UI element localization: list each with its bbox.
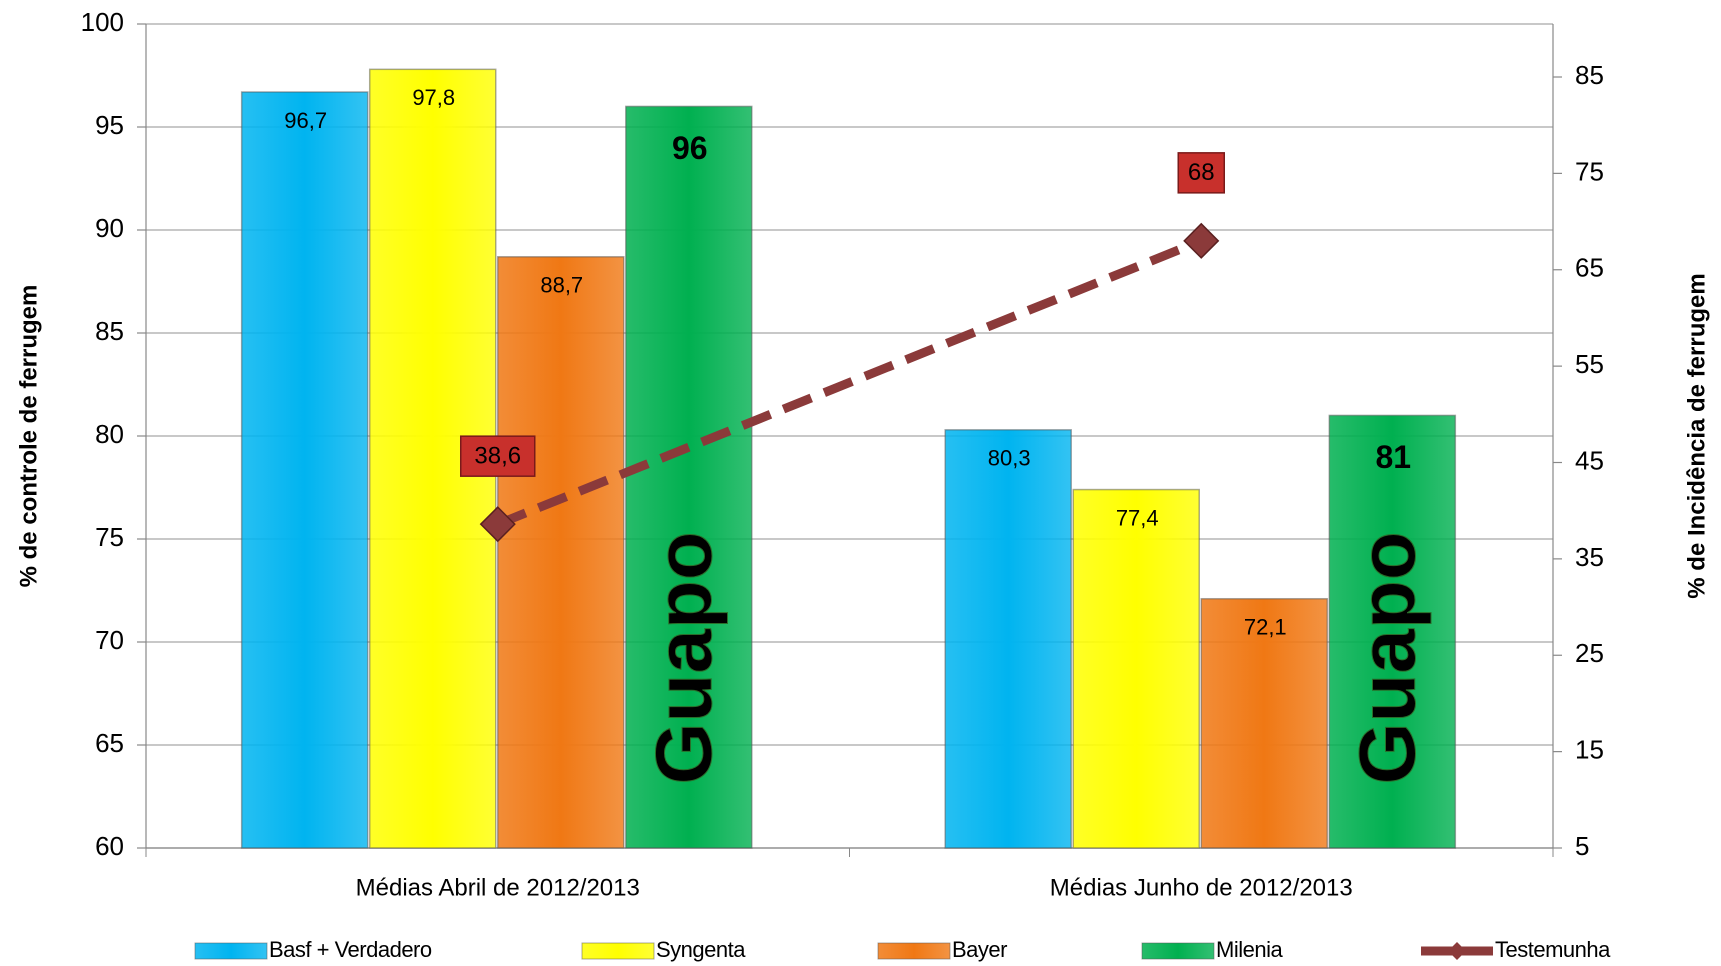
y-tick-label: 95 [95, 110, 124, 140]
annotation: Guapo [639, 531, 728, 784]
bar [1072, 488, 1201, 849]
y2-tick-label: 5 [1575, 831, 1589, 861]
data-label: 80,3 [988, 446, 1031, 471]
y2-tick-label: 35 [1575, 542, 1604, 572]
data-label: 81 [1376, 439, 1412, 475]
y2-axis-title: % de Incidência de ferrugem [1683, 273, 1710, 598]
legend-swatch [877, 942, 951, 960]
legend-label: Milenia [1216, 937, 1283, 962]
data-label: 38,6 [474, 443, 521, 470]
x-tick-label: Médias Abril de 2012/2013 [356, 874, 640, 901]
y-tick-label: 60 [95, 831, 124, 861]
y2-tick-label: 75 [1575, 156, 1604, 186]
y-tick-label: 80 [95, 419, 124, 449]
legend-swatch [581, 942, 655, 960]
legend-swatch [1141, 942, 1215, 960]
bar [497, 256, 625, 849]
data-label: 88,7 [540, 273, 583, 298]
y2-tick-label: 15 [1575, 735, 1604, 765]
label-box [1177, 152, 1225, 194]
data-label: 97,8 [412, 85, 455, 110]
legend-swatch [194, 942, 268, 960]
data-label: 68 [1188, 159, 1215, 186]
legend-marker [1448, 942, 1466, 960]
bar [1200, 597, 1329, 849]
y-tick-label: 70 [95, 625, 124, 655]
y2-tick-label: 25 [1575, 638, 1604, 668]
legend-label: Bayer [952, 937, 1007, 962]
y2-tick-label: 85 [1575, 60, 1604, 90]
y-tick-label: 65 [95, 728, 124, 758]
legend-label: Basf + Verdadero [269, 937, 432, 962]
y-tick-label: 75 [95, 522, 124, 552]
y-tick-label: 85 [95, 316, 124, 346]
line-marker [479, 506, 516, 543]
bar [1328, 414, 1457, 849]
legend-label: Testemunha [1495, 937, 1611, 962]
line [496, 236, 1203, 529]
data-label: 96,7 [284, 108, 327, 133]
data-label: 96 [672, 130, 708, 166]
y-tick-label: 90 [95, 213, 124, 243]
line-marker [1183, 222, 1220, 259]
x-tick-label: Médias Junho de 2012/2013 [1050, 874, 1353, 901]
data-label: 77,4 [1116, 505, 1159, 530]
y2-tick-label: 45 [1575, 445, 1604, 475]
data-label: 72,1 [1244, 615, 1287, 640]
annotation: Guapo [1342, 531, 1431, 784]
y2-tick-label: 65 [1575, 253, 1604, 283]
y-tick-label: 100 [81, 7, 124, 37]
label-box [460, 435, 536, 477]
y2-tick-label: 55 [1575, 349, 1604, 379]
bar [240, 91, 369, 849]
bar [944, 429, 1072, 849]
legend-label: Syngenta [656, 937, 746, 962]
y-axis-title: % de controle de ferrugem [15, 285, 42, 588]
